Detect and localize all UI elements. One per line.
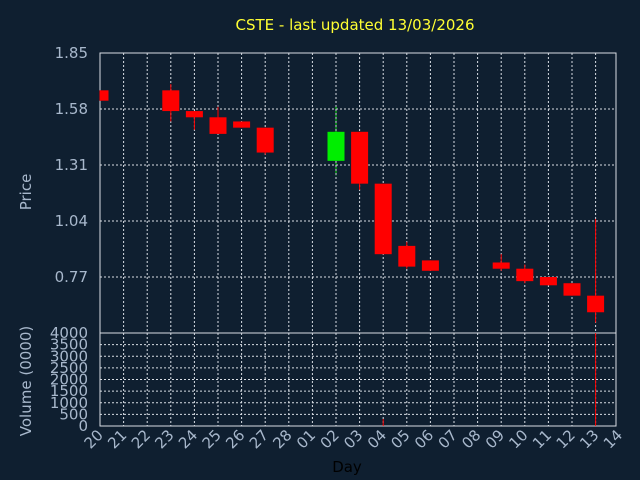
x-tick-label: 26	[222, 426, 248, 452]
x-tick-label: 03	[340, 426, 366, 452]
candle-body	[100, 90, 109, 101]
candle-body	[492, 262, 510, 269]
candle-body	[256, 127, 274, 153]
x-tick-label: 27	[246, 426, 272, 452]
volume-tick-label: 3500	[50, 336, 88, 354]
candle-body	[563, 283, 581, 296]
volume-axis-label: Volume (0000)	[17, 326, 35, 436]
x-tick-label: 10	[505, 426, 531, 452]
price-tick-label: 0.77	[55, 268, 88, 286]
price-tick-label: 1.31	[55, 156, 88, 174]
price-tick-label: 1.58	[55, 100, 88, 118]
x-tick-label: 21	[104, 426, 130, 452]
x-tick-label: 07	[435, 426, 461, 452]
volume-tick-label: 2000	[50, 371, 88, 389]
x-tick-label: 12	[553, 426, 579, 452]
volume-tick-label: 0	[78, 417, 88, 435]
candle-body	[233, 121, 251, 128]
candle-body	[539, 277, 557, 286]
candle-body	[351, 131, 369, 184]
volume-tick-label: 1000	[50, 394, 88, 412]
x-tick-label: 13	[576, 426, 602, 452]
x-tick-label: 01	[293, 426, 319, 452]
candle-body	[209, 117, 227, 134]
volume-tick-label: 3000	[50, 347, 88, 365]
x-tick-label: 11	[529, 426, 555, 452]
candle-body	[185, 111, 203, 118]
price-tick-label: 1.04	[55, 212, 88, 230]
day-axis-label: Day	[332, 458, 362, 476]
x-tick-label: 25	[199, 426, 225, 452]
x-tick-label: 23	[151, 426, 177, 452]
x-tick-label: 02	[317, 426, 343, 452]
x-tick-label: 09	[482, 426, 508, 452]
candle-body	[374, 183, 392, 255]
candle-body	[162, 90, 180, 112]
x-tick-label: 28	[269, 426, 295, 452]
volume-tick-label: 1500	[50, 382, 88, 400]
candle-body	[398, 245, 416, 267]
x-tick-label: 04	[364, 426, 390, 452]
chart-title: CSTE - last updated 13/03/2026	[235, 16, 474, 34]
x-tick-label: 06	[411, 426, 437, 452]
x-tick-label: 14	[600, 426, 626, 452]
candle-body	[327, 131, 345, 161]
price-panel: 1.85 1.58 1.31 1.04 0.77	[55, 44, 617, 334]
x-tick-label: 24	[175, 426, 201, 452]
x-tick-label: 22	[128, 426, 154, 452]
x-tick-label: 08	[458, 426, 484, 452]
price-axis-label: Price	[17, 174, 35, 211]
candle-body	[421, 260, 439, 271]
candle-body	[587, 295, 605, 313]
candle-body	[516, 268, 534, 282]
volume-tick-label: 4000	[50, 324, 88, 342]
volume-tick-label: 2500	[50, 359, 88, 377]
price-tick-label: 1.85	[55, 44, 88, 62]
volume-tick-label: 500	[59, 405, 88, 423]
volume-plot-frame	[99, 332, 617, 427]
x-tick-labels: 2021222324252627280102030405060708091011…	[81, 426, 626, 452]
x-tick-label: 05	[387, 426, 413, 452]
